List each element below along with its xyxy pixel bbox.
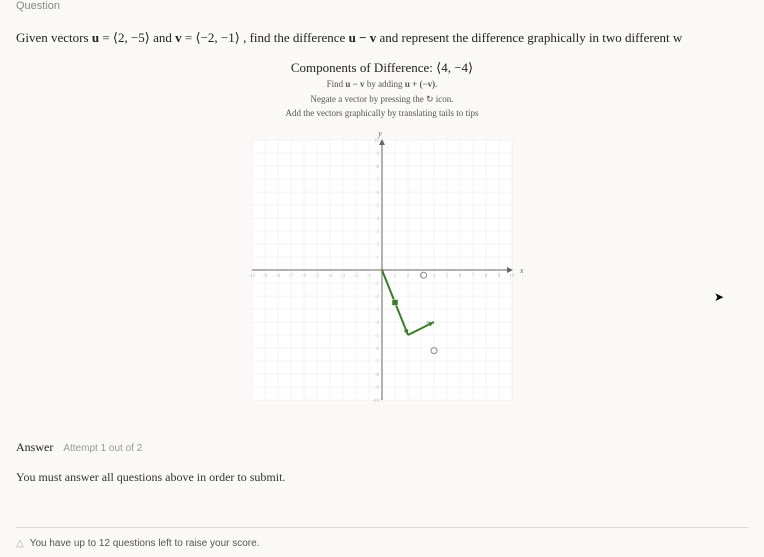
svg-text:u: u [426,318,430,326]
svg-text:-9: -9 [263,274,268,279]
svg-text:-3: -3 [375,308,380,313]
rest: , find the difference [240,30,349,45]
svg-text:-3: -3 [341,274,346,279]
svg-text:10: 10 [374,139,380,144]
footer-bar: △ You have up to 12 questions left to rai… [16,527,748,549]
title-prefix: Components of Difference: [291,60,436,75]
svg-text:y: y [377,129,382,138]
svg-text:x: x [519,266,524,275]
t: u − v [345,79,364,89]
t: by adding [365,79,405,89]
svg-text:-9: -9 [375,386,380,391]
answer-section: Answer Attempt 1 out of 2 You must answe… [16,438,748,485]
diff-expr: u − v [349,30,377,45]
svg-text:-1: -1 [375,282,380,287]
footer-text: You have up to 12 questions left to rais… [30,538,260,549]
svg-text:-8: -8 [375,373,380,378]
t: Find [327,79,346,89]
svg-text:-4: -4 [328,274,333,279]
u-symbol: u [92,30,99,45]
warning-icon: △ [16,538,24,549]
svg-text:-8: -8 [276,274,281,279]
attempt-counter: Attempt 1 out of 2 [63,443,142,454]
instruction-3: Add the vectors graphically by translati… [16,107,748,120]
tail: and represent the difference graphically… [376,30,682,45]
t: u + (−v) [405,79,435,89]
components-title: Components of Difference: ⟨4, −4⟩ [16,60,748,76]
answer-label: Answer [16,440,53,454]
svg-text:10: 10 [510,274,516,279]
center-block: Components of Difference: ⟨4, −4⟩ Find u… [16,60,748,120]
instruction-2: Negate a vector by pressing the ↻ icon. [16,93,748,106]
vector-graph[interactable]: -10-9-8-7-6-5-4-3-2-112345678910-10-9-8-… [238,126,526,414]
eq2: = [182,30,196,45]
graph-container: -10-9-8-7-6-5-4-3-2-112345678910-10-9-8-… [16,126,748,414]
and: and [150,30,175,45]
title-val: ⟨4, −4⟩ [436,60,473,75]
question-label: Question [16,0,748,12]
u-value: ⟨2, −5⟩ [113,30,150,45]
cursor-icon: ➤ [714,290,724,305]
svg-text:-1: -1 [367,274,372,279]
svg-text:-5: -5 [315,274,320,279]
svg-text:-4: -4 [375,321,380,326]
problem-prompt: Given vectors u = ⟨2, −5⟩ and v = ⟨−2, −… [16,30,748,46]
must-answer-notice: You must answer all questions above in o… [16,470,748,485]
t: . [435,79,437,89]
prompt-text: Given vectors [16,30,92,45]
svg-text:-10: -10 [372,399,379,404]
svg-text:-6: -6 [375,347,380,352]
svg-text:-2: -2 [354,274,359,279]
svg-text:-6: -6 [302,274,307,279]
svg-text:-10: -10 [249,274,256,279]
instruction-1: Find u − v by adding u + (−v). [16,78,748,91]
v-value: ⟨−2, −1⟩ [196,30,240,45]
svg-text:-2: -2 [375,295,380,300]
svg-text:-7: -7 [375,360,380,365]
svg-text:-7: -7 [289,274,294,279]
eq: = [99,30,113,45]
svg-text:-5: -5 [375,334,380,339]
